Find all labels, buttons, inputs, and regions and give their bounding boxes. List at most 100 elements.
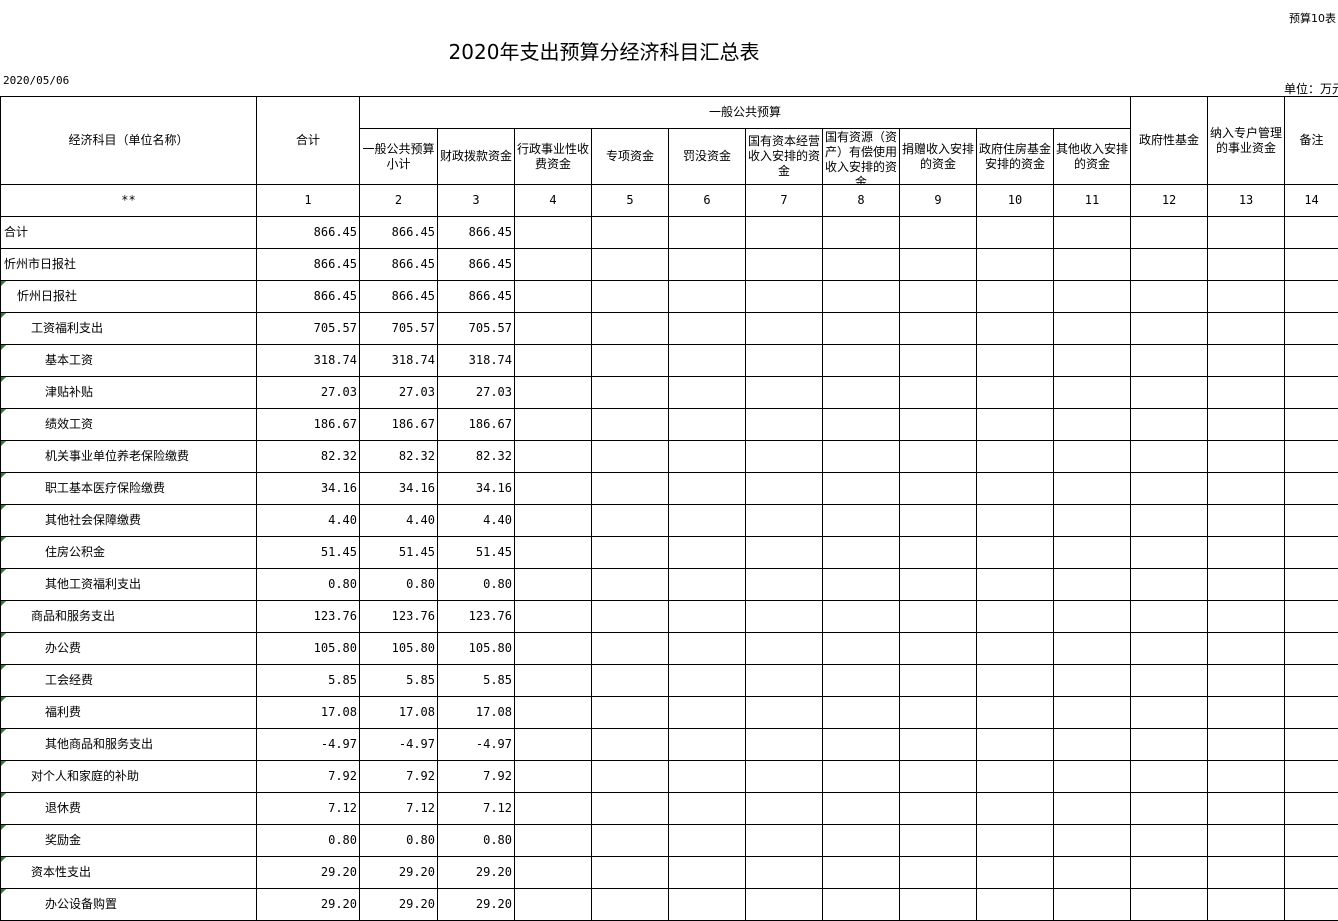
cell-col-8[interactable] (823, 313, 900, 345)
cell-col-10[interactable] (977, 825, 1054, 857)
cell-col-13[interactable] (1208, 857, 1285, 889)
cell-col-3[interactable]: 105.80 (438, 633, 515, 665)
cell-col-10[interactable] (977, 729, 1054, 761)
cell-col-4[interactable] (515, 313, 592, 345)
cell-col-8[interactable] (823, 601, 900, 633)
cell-col-14[interactable] (1285, 217, 1338, 249)
cell-col-7[interactable] (746, 633, 823, 665)
row-name[interactable]: 商品和服务支出 (1, 601, 257, 633)
cell-col-6[interactable] (669, 569, 746, 601)
cell-col-14[interactable] (1285, 793, 1338, 825)
cell-col-3[interactable]: 4.40 (438, 505, 515, 537)
cell-col-2[interactable]: 4.40 (360, 505, 438, 537)
cell-col-13[interactable] (1208, 633, 1285, 665)
cell-col-7[interactable] (746, 313, 823, 345)
cell-col-4[interactable] (515, 249, 592, 281)
row-name[interactable]: 基本工资 (1, 345, 257, 377)
cell-col-7[interactable] (746, 473, 823, 505)
cell-col-13[interactable] (1208, 825, 1285, 857)
cell-col-10[interactable] (977, 281, 1054, 313)
cell-col-13[interactable] (1208, 761, 1285, 793)
cell-col-10[interactable] (977, 889, 1054, 921)
cell-col-5[interactable] (592, 601, 669, 633)
row-name[interactable]: 工资福利支出 (1, 313, 257, 345)
cell-col-2[interactable]: 0.80 (360, 569, 438, 601)
cell-col-7[interactable] (746, 345, 823, 377)
cell-col-9[interactable] (900, 313, 977, 345)
cell-col-4[interactable] (515, 345, 592, 377)
cell-col-12[interactable] (1131, 249, 1208, 281)
row-name[interactable]: 对个人和家庭的补助 (1, 761, 257, 793)
cell-col-8[interactable] (823, 473, 900, 505)
cell-col-2[interactable]: 105.80 (360, 633, 438, 665)
cell-col-7[interactable] (746, 537, 823, 569)
cell-col-11[interactable] (1054, 281, 1131, 313)
cell-col-1[interactable]: -4.97 (257, 729, 360, 761)
cell-col-8[interactable] (823, 249, 900, 281)
cell-col-7[interactable] (746, 217, 823, 249)
cell-col-3[interactable]: 82.32 (438, 441, 515, 473)
cell-col-6[interactable] (669, 697, 746, 729)
cell-col-10[interactable] (977, 793, 1054, 825)
cell-col-7[interactable] (746, 601, 823, 633)
cell-col-11[interactable] (1054, 697, 1131, 729)
cell-col-3[interactable]: 7.12 (438, 793, 515, 825)
cell-col-9[interactable] (900, 569, 977, 601)
cell-col-13[interactable] (1208, 441, 1285, 473)
cell-col-14[interactable] (1285, 537, 1338, 569)
cell-col-1[interactable]: 105.80 (257, 633, 360, 665)
row-name[interactable]: 工会经费 (1, 665, 257, 697)
cell-col-2[interactable]: 17.08 (360, 697, 438, 729)
cell-col-1[interactable]: 29.20 (257, 857, 360, 889)
cell-col-10[interactable] (977, 473, 1054, 505)
cell-col-5[interactable] (592, 281, 669, 313)
cell-col-4[interactable] (515, 377, 592, 409)
cell-col-3[interactable]: 34.16 (438, 473, 515, 505)
cell-col-2[interactable]: 0.80 (360, 825, 438, 857)
cell-col-9[interactable] (900, 345, 977, 377)
cell-col-11[interactable] (1054, 537, 1131, 569)
cell-col-3[interactable]: 123.76 (438, 601, 515, 633)
cell-col-14[interactable] (1285, 281, 1338, 313)
cell-col-11[interactable] (1054, 217, 1131, 249)
cell-col-4[interactable] (515, 473, 592, 505)
cell-col-12[interactable] (1131, 377, 1208, 409)
cell-col-4[interactable] (515, 889, 592, 921)
cell-col-5[interactable] (592, 217, 669, 249)
cell-col-2[interactable]: 82.32 (360, 441, 438, 473)
cell-col-1[interactable]: 7.12 (257, 793, 360, 825)
cell-col-8[interactable] (823, 857, 900, 889)
cell-col-6[interactable] (669, 409, 746, 441)
cell-col-2[interactable]: 318.74 (360, 345, 438, 377)
cell-col-3[interactable]: 186.67 (438, 409, 515, 441)
cell-col-5[interactable] (592, 761, 669, 793)
cell-col-7[interactable] (746, 281, 823, 313)
cell-col-13[interactable] (1208, 697, 1285, 729)
cell-col-2[interactable]: 123.76 (360, 601, 438, 633)
cell-col-11[interactable] (1054, 761, 1131, 793)
cell-col-12[interactable] (1131, 409, 1208, 441)
cell-col-1[interactable]: 34.16 (257, 473, 360, 505)
cell-col-3[interactable]: 705.57 (438, 313, 515, 345)
cell-col-12[interactable] (1131, 633, 1208, 665)
cell-col-4[interactable] (515, 569, 592, 601)
cell-col-5[interactable] (592, 729, 669, 761)
cell-col-2[interactable]: 7.12 (360, 793, 438, 825)
cell-col-2[interactable]: 866.45 (360, 217, 438, 249)
cell-col-6[interactable] (669, 825, 746, 857)
cell-col-1[interactable]: 17.08 (257, 697, 360, 729)
cell-col-1[interactable]: 82.32 (257, 441, 360, 473)
cell-col-12[interactable] (1131, 281, 1208, 313)
cell-col-6[interactable] (669, 441, 746, 473)
cell-col-4[interactable] (515, 505, 592, 537)
row-name[interactable]: 绩效工资 (1, 409, 257, 441)
cell-col-13[interactable] (1208, 249, 1285, 281)
cell-col-10[interactable] (977, 249, 1054, 281)
cell-col-4[interactable] (515, 761, 592, 793)
row-name[interactable]: 忻州日报社 (1, 281, 257, 313)
cell-col-13[interactable] (1208, 505, 1285, 537)
cell-col-3[interactable]: -4.97 (438, 729, 515, 761)
row-name[interactable]: 职工基本医疗保险缴费 (1, 473, 257, 505)
cell-col-8[interactable] (823, 793, 900, 825)
cell-col-2[interactable]: 7.92 (360, 761, 438, 793)
